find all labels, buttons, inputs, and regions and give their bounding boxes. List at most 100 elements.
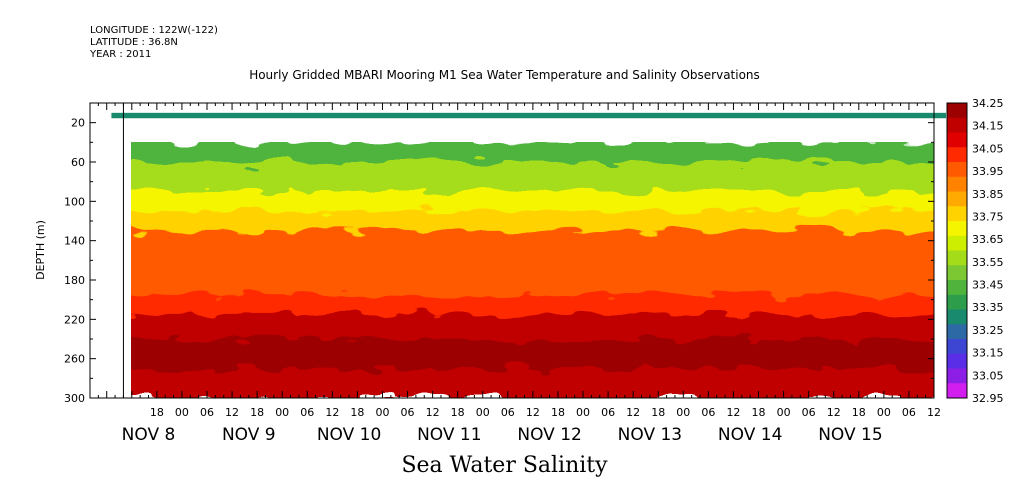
year-label: YEAR : 2011 (90, 49, 152, 60)
colorbar-label: 33.85 (972, 188, 1004, 201)
x-tick-label: 06 (701, 406, 715, 419)
x-tick-label: 00 (576, 406, 590, 419)
x-tick-label: 12 (325, 406, 339, 419)
colorbar-swatch (947, 103, 967, 119)
x-tick-label: 12 (526, 406, 540, 419)
x-tick-label: 12 (426, 406, 440, 419)
colorbar-label: 34.15 (972, 120, 1004, 133)
salinity-band-9 (131, 339, 934, 369)
y-tick-label: 100 (64, 195, 85, 208)
salinity-band-6 (131, 250, 934, 296)
colorbar-label: 33.45 (972, 279, 1004, 292)
salinity-band-1 (131, 142, 934, 163)
x-day-label: NOV 13 (618, 425, 682, 445)
colorbar-swatch (947, 368, 967, 384)
x-tick-label: 00 (777, 406, 791, 419)
x-tick-label: 12 (927, 406, 941, 419)
colorbar-swatch (947, 250, 967, 266)
colorbar-swatch (947, 265, 967, 281)
colorbar-swatch (947, 191, 967, 207)
y-tick-label: 260 (64, 353, 85, 366)
colorbar-label: 33.05 (972, 369, 1004, 382)
colorbar-swatch (947, 147, 967, 163)
x-day-label: NOV 10 (317, 425, 381, 445)
y-tick-label: 140 (64, 235, 85, 248)
x-axis-label: Sea Water Salinity (401, 453, 608, 478)
colorbar-swatch (947, 132, 967, 148)
colorbar-swatch (947, 294, 967, 310)
y-tick-label: 20 (71, 117, 85, 130)
colorbar-label: 33.65 (972, 233, 1004, 246)
salinity-band-0 (111, 112, 947, 119)
colorbar-label: 32.95 (972, 392, 1004, 405)
salinity-band-7 (131, 294, 934, 315)
chart-axes: 20 60 100 140 180 220 260 300 18 00 06 12 18 00 06 12 18… (64, 102, 941, 445)
x-tick-label: 06 (501, 406, 515, 419)
colorbar-label: 33.75 (972, 210, 1004, 223)
colorbar-label: 34.05 (972, 142, 1004, 155)
x-tick-label: 12 (827, 406, 841, 419)
colorbar-swatch (947, 176, 967, 192)
colorbar-swatch (947, 339, 967, 355)
x-tick-label: 12 (225, 406, 239, 419)
salinity-band-2 (131, 162, 934, 192)
x-tick-label: 12 (626, 406, 640, 419)
colorbar-swatch (947, 221, 967, 237)
x-tick-label: 06 (601, 406, 615, 419)
colorbar-label: 33.35 (972, 301, 1004, 314)
x-tick-label: 18 (451, 406, 465, 419)
salinity-band-3 (131, 191, 934, 212)
x-tick-label: 06 (902, 406, 916, 419)
colorbar-label: 33.15 (972, 347, 1004, 360)
x-tick-label: 18 (852, 406, 866, 419)
x-tick-label: 18 (350, 406, 364, 419)
colorbar-label: 33.25 (972, 324, 1004, 337)
x-day-label: NOV 14 (718, 425, 782, 445)
heatmap-field (111, 103, 947, 398)
colorbar-label: 33.55 (972, 256, 1004, 269)
colorbar-swatch (947, 162, 967, 178)
colorbar-swatch (947, 383, 967, 399)
plot-frame (89, 102, 935, 399)
colorbar-swatch (947, 309, 967, 325)
latitude-label: LATITUDE : 36.8N (90, 37, 178, 48)
x-tick-label: 00 (275, 406, 289, 419)
salinity-band-8 (131, 314, 934, 340)
colorbar-swatch (947, 235, 967, 251)
x-tick-label: 12 (726, 406, 740, 419)
x-tick-label: 00 (175, 406, 189, 419)
x-tick-label: 06 (200, 406, 214, 419)
x-tick-label: 00 (375, 406, 389, 419)
y-tick-label: 300 (64, 392, 85, 405)
x-tick-label: 00 (877, 406, 891, 419)
salinity-band-5 (131, 230, 934, 251)
y-axis-label: DEPTH (m) (34, 220, 47, 280)
y-tick-label: 60 (71, 156, 85, 169)
colorbar-swatch (947, 117, 967, 133)
x-tick-label: 00 (676, 406, 690, 419)
y-tick-label: 220 (64, 313, 85, 326)
x-tick-label: 06 (300, 406, 314, 419)
colorbar-swatch (947, 280, 967, 296)
x-tick-label: 06 (802, 406, 816, 419)
x-day-label: NOV 12 (517, 425, 581, 445)
x-day-label: NOV 11 (417, 425, 481, 445)
colorbar-swatch (947, 353, 967, 369)
x-tick-label: 06 (401, 406, 415, 419)
x-tick-label: 18 (551, 406, 565, 419)
salinity-band-10 (131, 368, 934, 398)
x-day-label: NOV 15 (818, 425, 882, 445)
longitude-label: LONGITUDE : 122W(-122) (90, 25, 218, 36)
salinity-band-4 (131, 211, 934, 232)
colorbar-swatch (947, 324, 967, 340)
colorbar-label: 33.95 (972, 165, 1004, 178)
x-day-label: NOV 8 (122, 425, 176, 445)
x-day-label: NOV 9 (222, 425, 276, 445)
chart-title: Hourly Gridded MBARI Mooring M1 Sea Wate… (249, 68, 760, 82)
x-tick-label: 00 (476, 406, 490, 419)
colorbar-frame (946, 102, 968, 399)
colorbar-label: 34.25 (972, 97, 1004, 110)
x-tick-label: 18 (150, 406, 164, 419)
x-tick-label: 18 (752, 406, 766, 419)
